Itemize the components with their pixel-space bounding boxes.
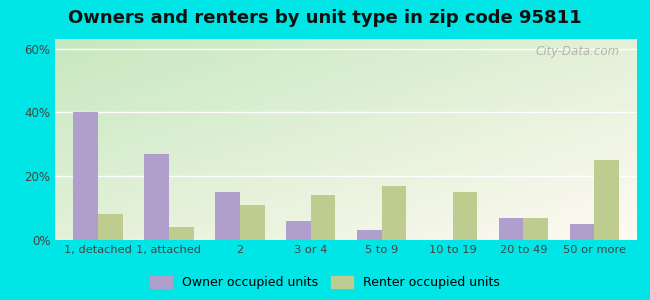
Text: City-Data.com: City-Data.com	[536, 45, 619, 58]
Bar	[144, 154, 169, 240]
Bar	[240, 205, 265, 240]
Bar	[452, 192, 477, 240]
Bar	[523, 218, 549, 240]
Bar	[98, 214, 123, 240]
Bar	[382, 186, 406, 240]
Bar	[595, 160, 619, 240]
Bar	[286, 221, 311, 240]
Text: Owners and renters by unit type in zip code 95811: Owners and renters by unit type in zip c…	[68, 9, 582, 27]
Bar	[215, 192, 240, 240]
Bar	[499, 218, 523, 240]
Bar	[169, 227, 194, 240]
Bar	[569, 224, 595, 240]
Legend: Owner occupied units, Renter occupied units: Owner occupied units, Renter occupied un…	[145, 271, 505, 294]
Bar	[311, 195, 335, 240]
Bar	[357, 230, 382, 240]
Bar	[73, 112, 98, 240]
